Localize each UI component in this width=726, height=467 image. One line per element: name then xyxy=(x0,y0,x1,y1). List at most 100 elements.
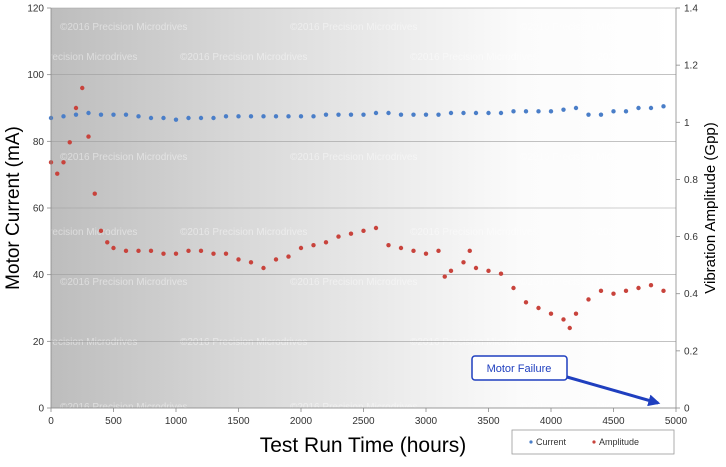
data-point-current xyxy=(636,105,641,111)
watermark-text: ©2016 Precision Microdrives xyxy=(410,227,537,238)
data-point-amplitude xyxy=(461,260,466,265)
data-point-amplitude xyxy=(398,245,404,251)
data-point-current xyxy=(336,112,341,117)
data-point-amplitude xyxy=(311,242,316,248)
data-point-amplitude xyxy=(336,234,341,239)
y2-tick-label: 0.2 xyxy=(684,346,698,357)
y-tick-label: 120 xyxy=(27,4,44,15)
data-point-amplitude xyxy=(111,245,116,251)
data-point-amplitude xyxy=(211,251,216,256)
data-point-current xyxy=(561,107,566,112)
y2-tick-label: 1 xyxy=(684,118,690,129)
data-point-current xyxy=(523,109,529,114)
watermark-text: ©2016 Precision Microdrives xyxy=(180,227,307,238)
watermark-text: ©2016 Precision Microdrives xyxy=(180,455,307,466)
data-point-current xyxy=(148,115,154,121)
data-point-current xyxy=(411,112,416,117)
data-point-amplitude xyxy=(523,300,529,305)
watermark-text: ©2016 Precision Microdrives xyxy=(520,152,647,163)
watermark-text: ©2016 Precision Microdrives xyxy=(10,455,137,466)
watermark-text: ©2016 Precision Microdrives xyxy=(410,337,537,348)
legend-amplitude-label: Amplitude xyxy=(599,437,639,447)
x-tick-label: 1000 xyxy=(165,416,188,427)
data-point-amplitude xyxy=(611,291,616,296)
data-point-amplitude xyxy=(386,242,391,248)
data-point-current xyxy=(573,105,579,111)
data-point-current xyxy=(461,110,466,116)
y2-tick-label: 1.2 xyxy=(684,61,698,72)
data-point-current xyxy=(548,109,554,114)
annotation-box xyxy=(471,355,568,381)
data-point-current xyxy=(286,114,291,119)
x-tick-label: 500 xyxy=(105,416,122,427)
y-tick-label: 40 xyxy=(33,270,45,281)
watermark-text: ©2016 Precision Microdrives xyxy=(60,152,187,163)
data-point-current xyxy=(298,114,304,119)
y2-tick-label: 1.4 xyxy=(684,4,698,15)
data-point-current xyxy=(323,112,329,117)
data-point-current xyxy=(598,112,604,117)
data-point-amplitude xyxy=(186,248,191,254)
watermark-text: ©2016 Precision Microdrives xyxy=(10,227,137,238)
data-point-amplitude xyxy=(373,225,379,231)
data-point-amplitude xyxy=(298,245,304,251)
data-point-amplitude xyxy=(323,240,329,245)
data-point-current xyxy=(448,110,454,116)
legend: Current Amplitude xyxy=(511,429,675,455)
watermark-text: ©2016 Precision Microdrives xyxy=(290,152,417,163)
data-point-amplitude xyxy=(236,257,241,262)
x-tick-label: 5000 xyxy=(665,416,688,427)
x-axis-title: Test Run Time (hours) xyxy=(260,434,467,457)
data-point-amplitude xyxy=(548,311,554,316)
y2-tick-label: 0.4 xyxy=(684,289,698,300)
data-point-current xyxy=(611,109,616,114)
legend-current-marker xyxy=(529,440,533,444)
data-point-amplitude xyxy=(136,248,141,254)
watermark-text: ©2016 Precision Microdrives xyxy=(590,337,717,348)
data-point-amplitude xyxy=(436,248,441,254)
data-point-amplitude xyxy=(442,274,447,279)
data-point-current xyxy=(473,110,479,116)
data-point-amplitude xyxy=(55,171,60,176)
watermarks: ©2016 Precision Microdrives ©2016 Precisi… xyxy=(10,22,717,466)
data-point-current xyxy=(361,112,366,117)
watermark-text: ©2016 Precision Microdrives xyxy=(520,277,647,288)
data-point-current xyxy=(261,114,266,119)
data-point-current xyxy=(373,110,379,116)
data-point-current xyxy=(73,112,79,117)
data-point-current xyxy=(436,112,441,117)
y2-axis-title: Vibration Amplitude (Gpp) xyxy=(702,122,719,293)
data-point-current xyxy=(273,114,279,119)
annotation-label: Motor Failure xyxy=(487,363,552,375)
data-point-amplitude xyxy=(573,311,579,316)
watermark-text: ©2016 Precision Microdrives xyxy=(60,277,187,288)
y-tick-label: 20 xyxy=(33,337,45,348)
data-point-current xyxy=(211,115,216,121)
data-point-current xyxy=(623,109,629,114)
watermark-text: ©2016 Precision Microdrives xyxy=(520,402,647,413)
legend-amplitude-marker xyxy=(592,440,596,444)
watermark-text: ©2016 Precision Microdrives xyxy=(590,227,717,238)
watermark-text: ©2016 Precision Microdrives xyxy=(290,22,417,33)
x-tick-label: 4500 xyxy=(602,416,625,427)
data-point-amplitude xyxy=(467,248,472,254)
x-tick-label: 2000 xyxy=(290,416,313,427)
data-point-amplitude xyxy=(92,191,97,196)
data-point-amplitude xyxy=(361,228,366,234)
data-point-current xyxy=(236,114,241,119)
y-tick-label: 0 xyxy=(38,404,44,415)
watermark-text: ©2016 Precision Microdrives xyxy=(60,22,187,33)
data-point-amplitude xyxy=(86,134,91,139)
data-point-current xyxy=(486,110,491,116)
watermark-text: ©2016 Precision Microdrives xyxy=(60,402,187,413)
data-point-amplitude xyxy=(248,260,254,265)
data-point-current xyxy=(511,109,516,114)
watermark-text: ©2016 Precision Microdrives xyxy=(290,402,417,413)
data-point-current xyxy=(398,112,404,117)
data-point-amplitude xyxy=(448,268,454,274)
data-point-amplitude xyxy=(105,240,110,245)
data-point-amplitude xyxy=(348,231,354,236)
watermark-text: ©2016 Precision Microdrives xyxy=(290,277,417,288)
data-point-amplitude xyxy=(567,325,572,331)
